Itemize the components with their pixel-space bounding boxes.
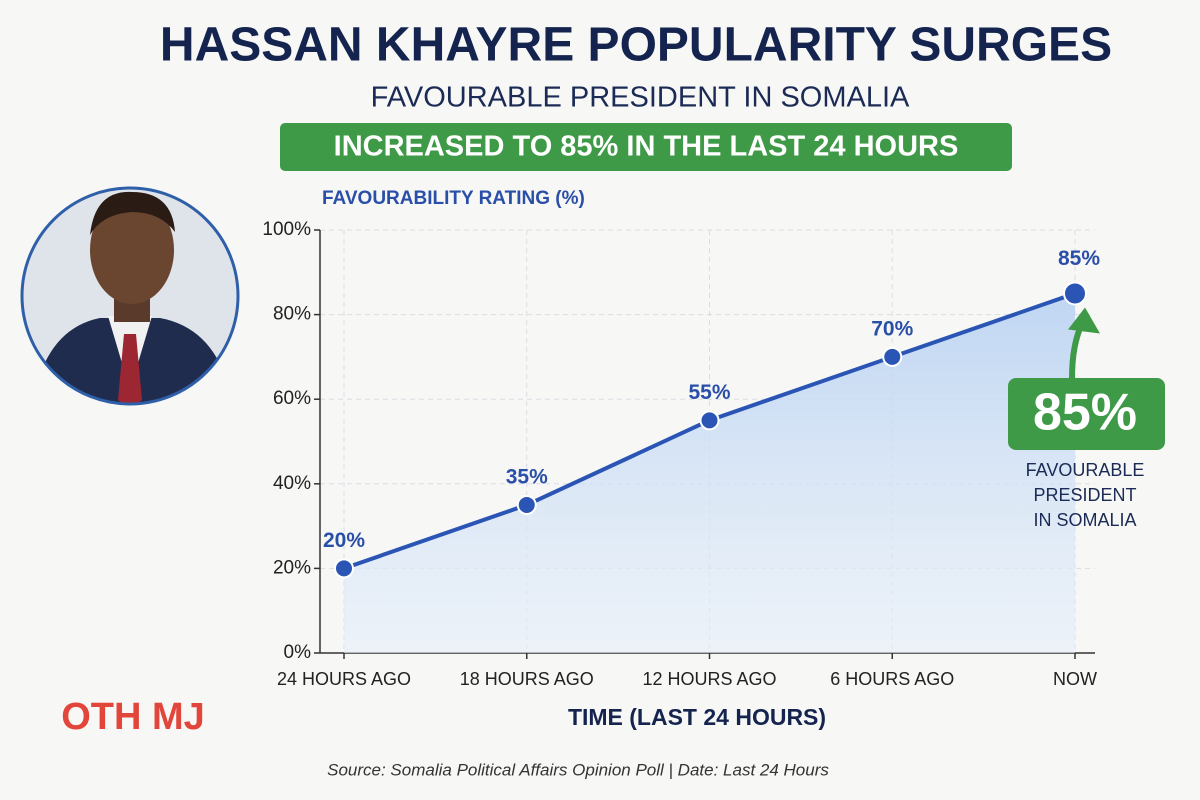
point	[1063, 281, 1087, 306]
data-label: 70%	[871, 317, 913, 340]
x-tick-label: 18 HOURS AGO	[460, 669, 594, 689]
subtitle: FAVOURABLE PRESIDENT IN SOMALIA	[371, 82, 910, 114]
callout-text: PRESIDENT	[1033, 485, 1136, 505]
point	[699, 410, 720, 431]
source: Source: Somalia Political Affairs Opinio…	[327, 760, 829, 779]
x-axis-label: TIME (LAST 24 HOURS)	[568, 704, 826, 730]
x-tick-label: NOW	[1053, 669, 1097, 689]
y-tick-label: 60%	[273, 388, 311, 409]
x-tick-label: 24 HOURS AGO	[277, 669, 411, 689]
title: HASSAN KHAYRE POPULARITY SURGES	[160, 19, 1112, 72]
y-tick-label: 20%	[273, 557, 311, 578]
data-label: 20%	[323, 529, 365, 552]
x-tick-label: 12 HOURS AGO	[642, 669, 776, 689]
data-label: 55%	[688, 381, 730, 404]
portrait	[20, 186, 240, 406]
y-tick-label: 40%	[273, 473, 311, 494]
point	[334, 558, 354, 579]
y-axis-label: FAVOURABILITY RATING (%)	[322, 188, 585, 209]
callout-arrowhead	[1068, 307, 1100, 334]
x-tick-label: 6 HOURS AGO	[830, 669, 954, 689]
point	[882, 346, 903, 367]
banner: INCREASED TO 85% IN THE LAST 24 HOURS	[334, 131, 959, 163]
y-tick-label: 0%	[284, 642, 312, 663]
y-tick-label: 80%	[273, 304, 311, 325]
point	[516, 494, 537, 515]
area	[344, 293, 1075, 653]
callout-box	[1008, 378, 1165, 450]
data-label: 35%	[506, 465, 548, 488]
portrait-ring	[20, 186, 240, 406]
callout-text: FAVOURABLE	[1026, 460, 1145, 480]
callout-value: 85%	[1033, 384, 1137, 442]
data-label: 85%	[1058, 247, 1100, 270]
banner-box	[280, 123, 1012, 171]
y-tick-label: 100%	[262, 219, 311, 240]
watermark: OTH MJ	[61, 696, 205, 738]
callout-text: IN SOMALIA	[1033, 510, 1136, 530]
